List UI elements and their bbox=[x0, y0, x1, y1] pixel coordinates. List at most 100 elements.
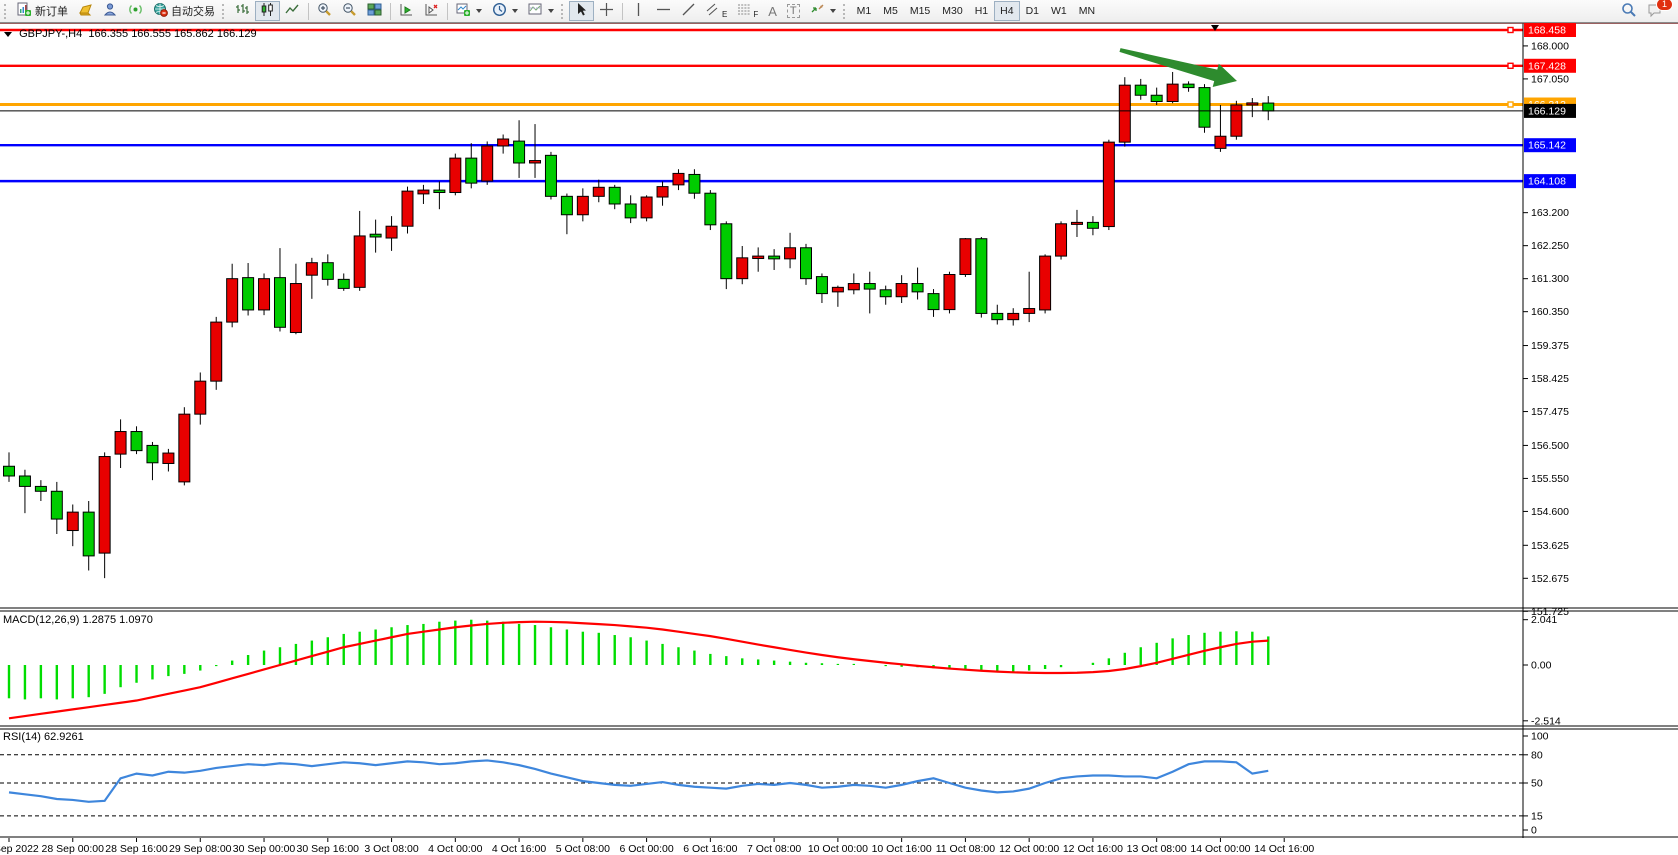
toolbar-grip[interactable] bbox=[4, 3, 9, 19]
shapes-tool-button[interactable] bbox=[805, 1, 841, 21]
zoom-in-icon bbox=[317, 2, 332, 20]
auto-trading-button[interactable]: 自动交易 bbox=[148, 1, 220, 21]
svg-text:3 Oct 08:00: 3 Oct 08:00 bbox=[364, 843, 418, 855]
horizontal-line-icon bbox=[656, 2, 671, 20]
svg-text:30 Sep 00:00: 30 Sep 00:00 bbox=[233, 843, 296, 855]
tab-d1[interactable]: D1 bbox=[1020, 1, 1045, 21]
svg-text:4 Oct 16:00: 4 Oct 16:00 bbox=[492, 843, 546, 855]
new-order-button[interactable]: 新订单 bbox=[12, 1, 73, 21]
shapes-icon bbox=[810, 2, 825, 20]
svg-text:151.725: 151.725 bbox=[1531, 606, 1569, 618]
svg-text:165.142: 165.142 bbox=[1528, 140, 1566, 152]
svg-text:14 Oct 00:00: 14 Oct 00:00 bbox=[1190, 843, 1250, 855]
channel-tool-button[interactable]: E bbox=[701, 1, 732, 21]
text-label-icon: T bbox=[786, 4, 800, 18]
crosshair-icon bbox=[599, 2, 614, 20]
text-tool-button[interactable]: A bbox=[763, 1, 782, 21]
tab-m30[interactable]: M30 bbox=[936, 1, 968, 21]
notification-badge: 1 bbox=[1656, 0, 1673, 11]
tab-h4[interactable]: H4 bbox=[994, 1, 1020, 21]
text-icon: A bbox=[768, 3, 777, 19]
macd-pane-label: MACD(12,26,9) 1.2875 1.0970 bbox=[3, 614, 153, 626]
profile-button[interactable] bbox=[98, 1, 123, 21]
ohlc-values: 166.355 166.555 165.862 166.129 bbox=[88, 28, 257, 40]
new-order-label: 新订单 bbox=[35, 6, 68, 18]
macd-title: MACD(12,26,9) bbox=[3, 614, 80, 626]
svg-text:168.000: 168.000 bbox=[1531, 40, 1569, 52]
svg-text:152.675: 152.675 bbox=[1531, 573, 1569, 585]
auto-scroll-button[interactable] bbox=[394, 1, 419, 21]
toolbar-grip[interactable] bbox=[842, 3, 848, 19]
channel-letter: E bbox=[722, 9, 728, 19]
vertical-line-tool-button[interactable] bbox=[626, 1, 651, 21]
candlestick-button[interactable] bbox=[255, 1, 280, 21]
horizontal-line-tool-button[interactable] bbox=[651, 1, 676, 21]
zoom-in-button[interactable] bbox=[312, 1, 337, 21]
channel-icon bbox=[706, 2, 722, 20]
fibo-letter: F bbox=[753, 9, 759, 19]
period-button[interactable] bbox=[487, 1, 523, 21]
trendline-tool-button[interactable] bbox=[676, 1, 701, 21]
auto-scroll-icon bbox=[399, 2, 414, 20]
chevron-down-icon bbox=[548, 9, 554, 13]
signal-button[interactable] bbox=[123, 1, 148, 21]
tab-m5[interactable]: M5 bbox=[877, 1, 904, 21]
profile-icon bbox=[103, 2, 118, 20]
toolbar-grip[interactable] bbox=[561, 3, 566, 19]
auto-trading-label: 自动交易 bbox=[171, 6, 215, 18]
line-chart-button[interactable] bbox=[280, 1, 305, 21]
cursor-tool-button[interactable] bbox=[569, 1, 594, 21]
fibonacci-icon bbox=[737, 2, 753, 20]
period-icon bbox=[492, 2, 507, 20]
fibonacci-tool-button[interactable]: F bbox=[732, 1, 763, 21]
svg-text:162.250: 162.250 bbox=[1531, 240, 1569, 252]
crosshair-tool-button[interactable] bbox=[594, 1, 619, 21]
template-button[interactable] bbox=[523, 1, 559, 21]
template-icon bbox=[528, 2, 543, 20]
svg-text:164.108: 164.108 bbox=[1528, 176, 1566, 188]
chart-shift-icon bbox=[424, 2, 439, 20]
symbol-label: GBPJPY-,H4 bbox=[19, 28, 83, 40]
svg-text:158.425: 158.425 bbox=[1531, 373, 1569, 385]
symbol-ohlc-label[interactable]: GBPJPY-,H4 166.355 166.555 165.862 166.1… bbox=[4, 28, 257, 40]
svg-text:80: 80 bbox=[1531, 749, 1543, 761]
add-indicator-icon bbox=[456, 2, 471, 20]
svg-text:10 Oct 16:00: 10 Oct 16:00 bbox=[872, 843, 932, 855]
text-label-tool-button[interactable]: T bbox=[782, 1, 805, 21]
svg-text:4 Oct 00:00: 4 Oct 00:00 bbox=[428, 843, 482, 855]
svg-text:0.00: 0.00 bbox=[1531, 660, 1552, 672]
svg-text:50: 50 bbox=[1531, 778, 1543, 790]
toolbar-grip[interactable] bbox=[222, 3, 227, 19]
add-indicator-button[interactable] bbox=[451, 1, 487, 21]
svg-text:15: 15 bbox=[1531, 810, 1543, 822]
tab-w1[interactable]: W1 bbox=[1045, 1, 1073, 21]
svg-text:14 Oct 16:00: 14 Oct 16:00 bbox=[1254, 843, 1314, 855]
svg-text:6 Oct 00:00: 6 Oct 00:00 bbox=[619, 843, 673, 855]
svg-text:155.550: 155.550 bbox=[1531, 473, 1569, 485]
vertical-line-icon bbox=[631, 2, 646, 20]
tab-m15[interactable]: M15 bbox=[904, 1, 936, 21]
tab-mn[interactable]: MN bbox=[1073, 1, 1101, 21]
bar-chart-icon bbox=[235, 2, 250, 20]
notifications-button[interactable]: 1 bbox=[1642, 0, 1673, 21]
main-toolbar: 新订单 自动交易 bbox=[0, 0, 1678, 23]
zoom-out-button[interactable] bbox=[337, 1, 362, 21]
tile-windows-button[interactable] bbox=[362, 1, 387, 21]
svg-text:28 Sep 00:00: 28 Sep 00:00 bbox=[42, 843, 105, 855]
tab-m1[interactable]: M1 bbox=[851, 1, 878, 21]
bar-chart-button[interactable] bbox=[230, 1, 255, 21]
tab-h1[interactable]: H1 bbox=[969, 1, 994, 21]
search-button[interactable] bbox=[1616, 1, 1642, 21]
gold-button[interactable] bbox=[73, 1, 98, 21]
tile-windows-icon bbox=[367, 2, 382, 20]
svg-text:160.350: 160.350 bbox=[1531, 306, 1569, 318]
svg-text:7 Oct 08:00: 7 Oct 08:00 bbox=[747, 843, 801, 855]
line-chart-icon bbox=[285, 2, 300, 20]
auto-trading-icon bbox=[153, 2, 168, 20]
svg-text:27 Sep 2022: 27 Sep 2022 bbox=[0, 843, 39, 855]
svg-text:10 Oct 00:00: 10 Oct 00:00 bbox=[808, 843, 868, 855]
chart-shift-button[interactable] bbox=[419, 1, 444, 21]
zoom-out-icon bbox=[342, 2, 357, 20]
svg-text:159.375: 159.375 bbox=[1531, 340, 1569, 352]
